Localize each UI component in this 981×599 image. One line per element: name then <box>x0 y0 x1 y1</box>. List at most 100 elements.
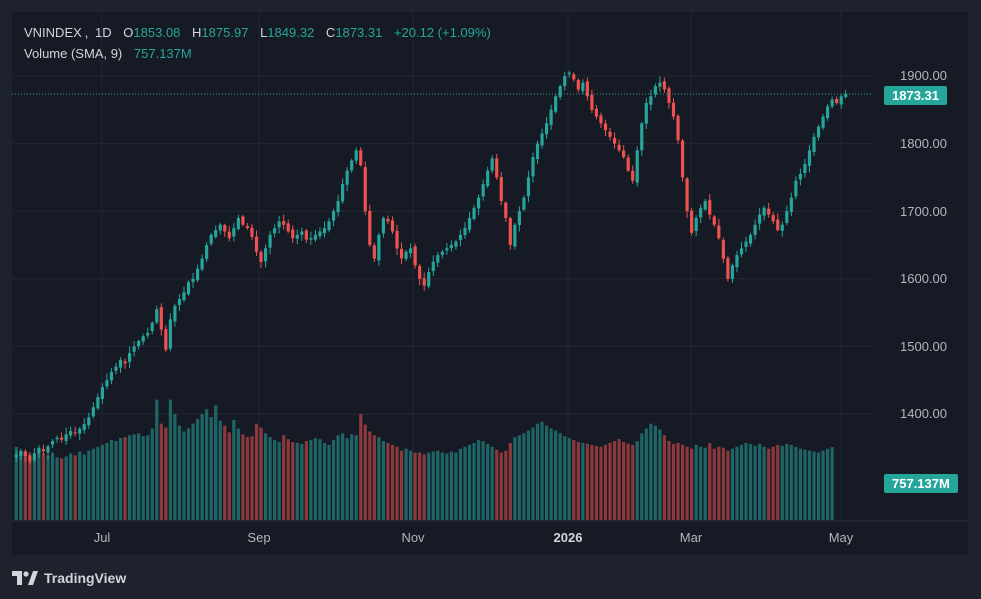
candle-body <box>263 248 268 262</box>
volume-bar <box>599 446 603 520</box>
volume-bar <box>807 450 812 520</box>
volume-value-tag: 757.137M <box>884 474 958 493</box>
volume-bar <box>830 447 834 520</box>
volume-bar <box>295 442 299 520</box>
volume-bar <box>341 433 345 520</box>
volume-bar <box>137 433 141 520</box>
interval-label[interactable]: 1D <box>95 25 112 40</box>
candle-body <box>608 131 612 137</box>
volume-bar <box>209 416 213 520</box>
candle-body <box>46 446 50 453</box>
volume-bar <box>377 437 381 520</box>
volume-bar <box>55 457 59 520</box>
volume-indicator-label[interactable]: Volume (SMA, 9) <box>24 46 123 61</box>
candle-body <box>730 265 735 279</box>
candle-body <box>585 81 589 97</box>
candle-body <box>377 234 381 261</box>
candle-body <box>526 177 531 197</box>
open-label: O <box>123 25 134 40</box>
candle-body <box>735 255 739 268</box>
volume-bar <box>535 423 540 520</box>
volume-bar <box>50 452 55 520</box>
volume-bar <box>463 446 467 520</box>
candle-body <box>164 329 168 350</box>
candle-body <box>331 211 336 221</box>
candle-body <box>563 76 567 87</box>
candle-body <box>658 82 662 87</box>
candle-body <box>309 238 313 240</box>
price-chart[interactable] <box>12 12 968 555</box>
candle-body <box>844 94 848 97</box>
volume-bar <box>155 399 159 520</box>
volume-bar <box>73 455 77 520</box>
candle-body <box>599 115 603 124</box>
candle-body <box>531 157 535 177</box>
candle-body <box>390 220 395 232</box>
candle-body <box>721 240 725 259</box>
y-tick-1900: 1900.00 <box>900 68 947 83</box>
volume-bar <box>477 440 481 520</box>
x-tick-nov: Nov <box>401 530 425 545</box>
candle-body <box>259 252 263 262</box>
volume-bar <box>236 428 240 520</box>
volume-bar <box>658 429 662 520</box>
candle-body <box>680 140 685 178</box>
candle-body <box>250 227 254 237</box>
candle-body <box>304 230 308 240</box>
candle-body <box>445 248 449 251</box>
y-tick-1700: 1700.00 <box>900 204 947 219</box>
candle-body <box>114 366 118 371</box>
candle-body <box>341 184 345 202</box>
volume-bar <box>363 424 367 520</box>
volume-bar <box>721 447 725 520</box>
candle-body <box>23 451 27 456</box>
volume-bar <box>785 443 789 520</box>
volume-bar <box>467 444 472 520</box>
candle-body <box>739 248 744 255</box>
candle-body <box>273 228 277 234</box>
volume-bar <box>78 451 82 520</box>
candle-body <box>662 81 667 90</box>
volume-bar <box>662 435 667 520</box>
volume-bar <box>603 444 608 520</box>
candle-body <box>191 278 195 283</box>
volume-bar <box>146 435 150 520</box>
candle-body <box>522 197 526 210</box>
candle-body <box>100 386 104 399</box>
volume-bar <box>109 440 114 520</box>
candle-body <box>544 123 549 135</box>
volume-bar <box>762 446 766 520</box>
volume-bar <box>653 425 657 520</box>
volume-bar <box>748 443 753 520</box>
volume-bar <box>680 444 685 520</box>
volume-bar <box>60 458 64 520</box>
symbol-name[interactable]: VNINDEX <box>24 25 82 40</box>
volume-legend: Volume (SMA, 9) 757.137M <box>24 46 195 61</box>
volume-bar <box>245 437 250 520</box>
candle-body <box>359 150 363 166</box>
volume-bar <box>526 430 531 520</box>
volume-bar <box>490 446 494 520</box>
volume-bar <box>14 446 18 520</box>
volume-bar <box>336 435 340 520</box>
y-tick-1600: 1600.00 <box>900 271 947 286</box>
brand-name: TradingView <box>44 570 127 586</box>
candle-body <box>717 225 721 239</box>
volume-bar <box>413 452 417 520</box>
candle-body <box>409 248 413 254</box>
y-tick-1800: 1800.00 <box>900 136 947 151</box>
volume-bar <box>517 435 521 520</box>
candle-body <box>685 178 689 212</box>
candle-body <box>418 266 422 279</box>
chart-panel[interactable]: VNINDEX, 1D O1853.08 H1875.97 L1849.32 C… <box>12 12 968 555</box>
candle-body <box>789 197 793 212</box>
candle-body <box>758 214 762 224</box>
tradingview-logo[interactable]: TradingView <box>12 570 126 586</box>
volume-bar <box>780 445 784 520</box>
volume-bar <box>826 448 830 520</box>
volume-bar <box>331 440 336 520</box>
volume-bar <box>576 442 580 520</box>
candle-body <box>454 241 458 247</box>
volume-bar <box>513 437 517 520</box>
volume-bar <box>803 449 807 520</box>
